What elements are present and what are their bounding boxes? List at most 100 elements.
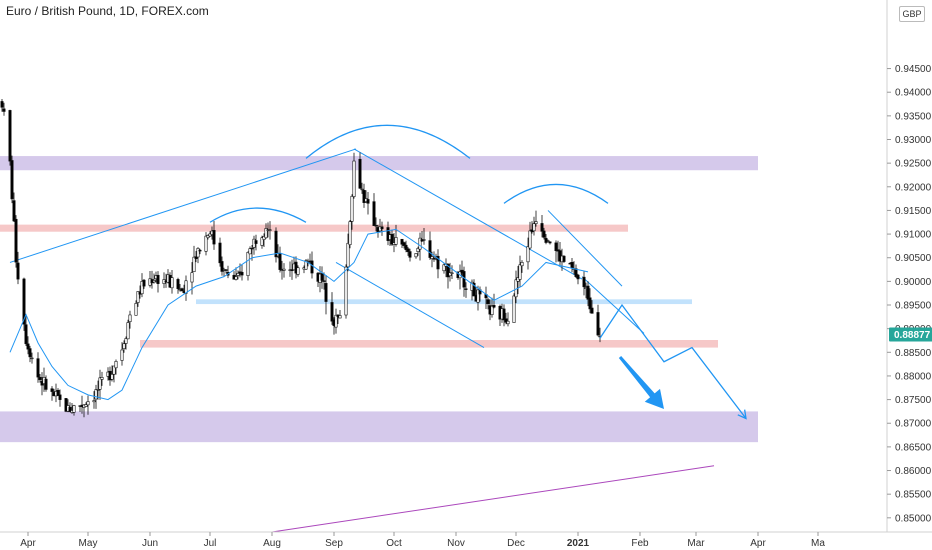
x-tick-label: Dec: [507, 538, 525, 549]
price-axis[interactable]: 0.85000 0.85500 0.86000 0.86500 0.87000 0.875…: [887, 64, 932, 524]
candle: [64, 398, 68, 413]
candle: [436, 249, 440, 279]
candle: [512, 293, 516, 323]
candle: [386, 221, 390, 246]
candle: [260, 235, 264, 249]
candle: [442, 263, 446, 274]
candle: [162, 272, 166, 289]
y-tick-label: 0.93500: [895, 111, 932, 122]
candle: [96, 380, 100, 400]
candle: [112, 365, 116, 383]
candle: [428, 231, 432, 260]
candle: [36, 352, 40, 383]
forecast-arrowhead: [737, 409, 747, 420]
candle: [380, 221, 384, 236]
x-tick-label: Oct: [386, 538, 402, 549]
candle: [134, 300, 138, 316]
candle: [110, 365, 114, 382]
candle: [212, 221, 216, 250]
candle: [236, 270, 240, 280]
candle: [8, 109, 12, 166]
x-tick-label: Ma: [811, 538, 825, 549]
y-tick-label: 0.87500: [895, 395, 932, 406]
candle: [554, 240, 558, 263]
candle: [574, 264, 578, 279]
candle: [414, 253, 418, 259]
candle: [448, 262, 452, 282]
candle: [234, 267, 238, 281]
candle: [204, 232, 208, 256]
candle: [296, 265, 300, 277]
candle: [350, 194, 354, 230]
candle: [374, 217, 378, 232]
candle: [14, 215, 18, 268]
candle: [294, 256, 298, 279]
candle: [416, 246, 420, 256]
x-tick-label: Sep: [325, 538, 343, 549]
candle: [506, 312, 510, 327]
y-tick-label: 0.92500: [895, 159, 932, 170]
candle: [92, 391, 96, 409]
x-tick-label: Aug: [263, 538, 281, 549]
candle: [546, 239, 550, 243]
currency-label[interactable]: GBP: [899, 6, 925, 22]
candle: [224, 269, 228, 274]
x-tick-label: 2021: [567, 538, 590, 549]
candle: [98, 369, 102, 400]
candle: [464, 282, 468, 298]
y-tick-label: 0.92000: [895, 182, 932, 193]
y-tick-label: 0.91000: [895, 230, 932, 241]
candle: [30, 352, 34, 364]
forecast-layer: [599, 303, 747, 420]
candle: [406, 246, 410, 256]
candle: [24, 316, 28, 346]
zones-layer: [0, 156, 758, 443]
candle: [28, 345, 32, 363]
candle: [84, 402, 88, 407]
x-tick-label: Nov: [447, 538, 465, 549]
y-tick-label: 0.91500: [895, 206, 932, 217]
y-tick-label: 0.87000: [895, 419, 932, 430]
chart-title: Euro / British Pound, 1D, FOREX.com: [6, 4, 209, 18]
candle: [492, 293, 496, 309]
candle: [450, 265, 454, 279]
candle: [338, 309, 342, 319]
candle: [120, 342, 124, 366]
candle: [114, 359, 118, 375]
candle: [402, 241, 406, 249]
candle: [358, 152, 362, 189]
candle: [596, 304, 600, 337]
candle: [346, 233, 350, 272]
candle: [548, 241, 552, 245]
candle: [252, 235, 256, 255]
candle: [86, 395, 90, 415]
candle: [534, 210, 538, 227]
candle: [590, 300, 594, 314]
candle: [196, 247, 200, 264]
candle: [304, 258, 308, 270]
candle: [562, 255, 566, 263]
candle: [192, 245, 196, 273]
candle: [520, 260, 524, 273]
current-price-label: 0.88877: [894, 330, 931, 341]
time-axis[interactable]: Apr May Jun Jul Aug Sep Oct Nov Dec 2021 Feb Mar Apr…: [20, 532, 825, 549]
candle: [208, 231, 212, 237]
candle: [184, 275, 188, 301]
y-tick-label: 0.85500: [895, 490, 932, 501]
y-tick-label: 0.86500: [895, 442, 932, 453]
candle: [150, 270, 154, 289]
x-tick-label: Jun: [142, 538, 158, 549]
candle: [408, 248, 412, 262]
candle: [248, 246, 252, 255]
zone-1: [0, 224, 628, 232]
trend-line-5: [271, 465, 715, 533]
candle: [352, 152, 356, 199]
x-tick-label: Mar: [687, 538, 705, 549]
candle: [334, 308, 338, 334]
candle: [68, 402, 72, 413]
candle: [422, 228, 426, 245]
candle: [586, 281, 590, 307]
candle: [128, 310, 132, 329]
candle: [282, 263, 286, 278]
